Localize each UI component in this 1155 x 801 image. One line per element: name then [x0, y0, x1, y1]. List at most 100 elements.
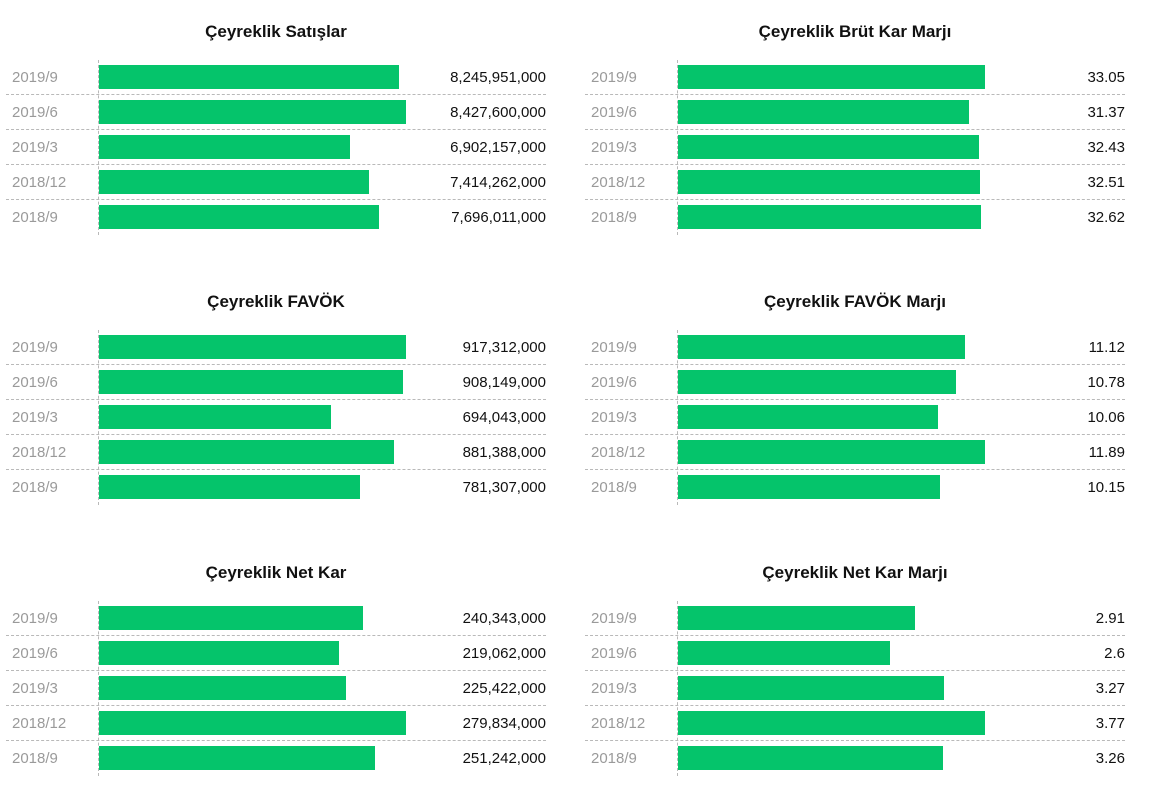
bar-row: 2019/9 11.12	[585, 330, 1125, 365]
bar	[678, 370, 956, 394]
value-label: 2.91	[1095, 610, 1125, 627]
bar	[99, 65, 399, 89]
chart-panel-net-margin: Çeyreklik Net Kar Marjı 2019/9 2.91 2019/6…	[585, 561, 1125, 801]
bar-row: 2019/6 219,062,000	[6, 636, 546, 671]
category-label: 2019/3	[591, 409, 637, 426]
value-label: 3.26	[1095, 750, 1125, 767]
bar-row: 2018/12 32.51	[585, 165, 1125, 200]
chart-axis-line	[98, 60, 99, 235]
chart-rows: 2019/9 2.91 2019/6 2.6 2019/3 3.27 2018/12 3.77…	[585, 601, 1125, 776]
bar	[678, 405, 938, 429]
value-label: 7,696,011,000	[451, 209, 546, 226]
bar	[678, 475, 940, 499]
value-label: 6,902,157,000	[450, 139, 546, 156]
charts-grid: Çeyreklik Satışlar 2019/9 8,245,951,000 20…	[6, 20, 1125, 776]
category-label: 2018/9	[12, 209, 58, 226]
category-label: 2019/3	[12, 409, 58, 426]
chart-panel-quarterly-sales: Çeyreklik Satışlar 2019/9 8,245,951,000 20…	[6, 20, 546, 260]
bar-row: 2018/9 781,307,000	[6, 470, 546, 505]
bar-row: 2019/3 694,043,000	[6, 400, 546, 435]
bar	[678, 205, 981, 229]
category-label: 2019/6	[12, 104, 58, 121]
bar-row: 2018/12 11.89	[585, 435, 1125, 470]
bar-row: 2019/6 2.6	[585, 636, 1125, 671]
row-divider	[6, 635, 546, 636]
value-label: 781,307,000	[462, 479, 546, 496]
bar	[99, 135, 350, 159]
category-label: 2018/9	[12, 750, 58, 767]
row-divider	[6, 364, 546, 365]
chart-title: Çeyreklik Net Kar Marjı	[762, 563, 948, 582]
bar	[99, 711, 406, 735]
row-divider	[585, 94, 1125, 95]
bar	[678, 135, 979, 159]
bar-row: 2019/9 8,245,951,000	[6, 60, 546, 95]
bar-row: 2019/3 10.06	[585, 400, 1125, 435]
category-label: 2019/3	[591, 680, 637, 697]
category-label: 2019/3	[591, 139, 637, 156]
category-label: 2019/3	[12, 680, 58, 697]
row-divider	[585, 399, 1125, 400]
chart-panel-ebitda: Çeyreklik FAVÖK 2019/9 917,312,000 2019/6 9…	[6, 290, 546, 530]
category-label: 2019/6	[591, 104, 637, 121]
category-label: 2018/12	[591, 444, 646, 461]
value-label: 32.43	[1087, 139, 1125, 156]
chart-title: Çeyreklik Satışlar	[205, 22, 347, 41]
value-label: 3.77	[1095, 715, 1125, 732]
row-divider	[6, 94, 546, 95]
row-divider	[585, 164, 1125, 165]
chart-panel-gross-margin: Çeyreklik Brüt Kar Marjı 2019/9 33.05 2019…	[585, 20, 1125, 260]
bar	[99, 641, 339, 665]
value-label: 8,245,951,000	[450, 69, 546, 86]
bar-row: 2019/3 6,902,157,000	[6, 130, 546, 165]
bar-row: 2019/6 8,427,600,000	[6, 95, 546, 130]
row-divider	[585, 705, 1125, 706]
chart-axis-line	[98, 601, 99, 776]
chart-rows: 2019/9 917,312,000 2019/6 908,149,000 2019/3…	[6, 330, 546, 505]
bar	[99, 405, 331, 429]
chart-rows: 2019/9 8,245,951,000 2019/6 8,427,600,000 20…	[6, 60, 546, 235]
value-label: 908,149,000	[462, 374, 546, 391]
value-label: 225,422,000	[462, 680, 546, 697]
bar-row: 2018/9 251,242,000	[6, 741, 546, 776]
row-divider	[585, 670, 1125, 671]
category-label: 2018/12	[12, 444, 67, 461]
row-divider	[6, 434, 546, 435]
bar-row: 2019/6 10.78	[585, 365, 1125, 400]
bar	[99, 606, 363, 630]
value-label: 11.12	[1088, 339, 1125, 356]
bar	[99, 746, 375, 770]
row-divider	[6, 740, 546, 741]
bar	[678, 711, 985, 735]
category-label: 2019/9	[12, 610, 58, 627]
value-label: 3.27	[1095, 680, 1125, 697]
chart-axis-line	[677, 60, 678, 235]
chart-rows: 2019/9 11.12 2019/6 10.78 2019/3 10.06 2018/12…	[585, 330, 1125, 505]
value-label: 881,388,000	[462, 444, 546, 461]
bar-row: 2018/9 7,696,011,000	[6, 200, 546, 235]
bar-row: 2019/3 225,422,000	[6, 671, 546, 706]
chart-title: Çeyreklik FAVÖK Marjı	[763, 292, 947, 311]
bar	[678, 641, 890, 665]
category-label: 2019/9	[591, 339, 637, 356]
chart-axis-line	[677, 601, 678, 776]
value-label: 10.78	[1087, 374, 1125, 391]
category-label: 2018/9	[591, 479, 637, 496]
bar-row: 2019/3 32.43	[585, 130, 1125, 165]
bar-row: 2018/9 32.62	[585, 200, 1125, 235]
bar-row: 2019/3 3.27	[585, 671, 1125, 706]
row-divider	[6, 705, 546, 706]
row-divider	[585, 434, 1125, 435]
row-divider	[585, 129, 1125, 130]
bar	[99, 676, 346, 700]
bar	[99, 335, 406, 359]
value-label: 31.37	[1087, 104, 1125, 121]
category-label: 2018/9	[591, 209, 637, 226]
bar	[99, 205, 379, 229]
category-label: 2018/9	[591, 750, 637, 767]
value-label: 11.89	[1088, 444, 1125, 461]
category-label: 2019/9	[12, 339, 58, 356]
row-divider	[6, 129, 546, 130]
category-label: 2019/6	[12, 374, 58, 391]
category-label: 2018/12	[591, 174, 646, 191]
